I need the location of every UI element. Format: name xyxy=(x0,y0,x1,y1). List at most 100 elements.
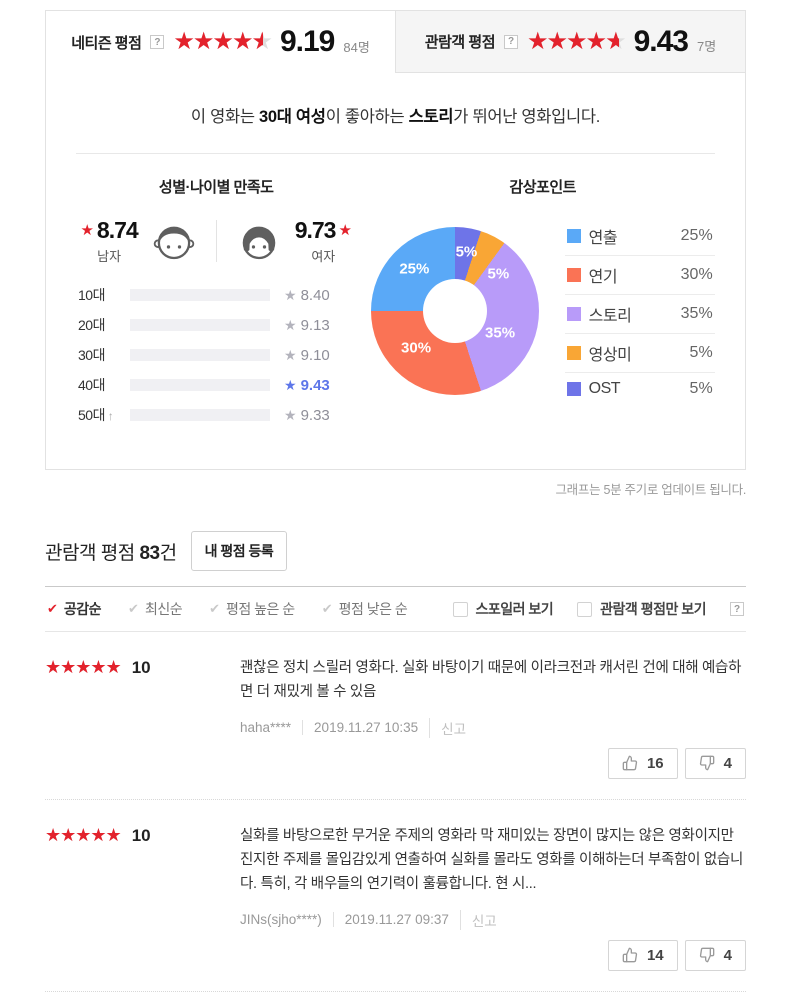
age-bar-row: 30대 ★ 9.10 xyxy=(78,345,366,365)
viewpoint-chart: 감상포인트 25% 30% 35% 5% 5% 연출 25% 연기 30% 스토리 35… xyxy=(366,176,719,435)
upvote-count: 16 xyxy=(646,754,664,772)
review-score: 10 xyxy=(131,658,151,677)
upvote-count: 14 xyxy=(646,946,664,964)
bar-track xyxy=(130,379,270,391)
thumbs-down-button[interactable]: 4 xyxy=(684,747,746,779)
downvote-count: 4 xyxy=(723,754,732,772)
female-score: 9.73 xyxy=(294,217,337,243)
pie-slice-label: 5% xyxy=(487,265,510,283)
review-filter-bar: ✔ 공감순 ✔ 최신순 ✔ 평점 높은 순 ✔ 평점 낮은 순 스포일러 보기 … xyxy=(45,586,746,632)
rating-summary-panel: 네티즌 평점 ? ★★★★★ ★★★★★ 9.19 84명 관람객 평점 ? ★★… xyxy=(45,10,746,470)
age-score: 9.10 xyxy=(300,346,330,364)
checkbox[interactable] xyxy=(452,601,468,617)
audience-vote-count: 7명 xyxy=(696,39,717,54)
thumbs-down-icon xyxy=(699,756,714,771)
check-icon: ✔ xyxy=(47,601,58,616)
age-bar-row: 50대 ↑ ★ 9.33 xyxy=(78,405,366,425)
rating-header-row: 네티즌 평점 ? ★★★★★ ★★★★★ 9.19 84명 관람객 평점 ? ★★… xyxy=(46,11,745,73)
age-label: 30대 xyxy=(78,347,105,363)
sort-option[interactable]: ✔ 최신순 xyxy=(128,599,183,619)
legend-value: 5% xyxy=(689,380,713,397)
age-score: 9.43 xyxy=(300,376,330,394)
pie-and-legend: 25% 30% 35% 5% 5% 연출 25% 연기 30% 스토리 35% 영상미 … xyxy=(366,217,719,405)
summary-text: 스토리 xyxy=(408,108,454,126)
pie-slice-label: 25% xyxy=(399,260,430,278)
donut-chart: 25% 30% 35% 5% 5% xyxy=(370,227,539,395)
pie-slice-label: 30% xyxy=(401,339,432,357)
age-bars: 10대 ★ 8.40 20대 ★ 9.13 30대 ★ 9.10 40대 ★ 9.43 … xyxy=(66,285,366,425)
review-date: 2019.11.27 10:35 xyxy=(302,720,418,736)
male-score-block: ★ 8.74 남자 xyxy=(80,217,138,265)
sort-option[interactable]: ✔ 평점 낮은 순 xyxy=(322,599,408,619)
legend-value: 30% xyxy=(680,266,713,283)
gender-age-chart: 성별·나이별 만족도 ★ 8.74 남자 xyxy=(66,176,366,435)
legend-label: 연출 xyxy=(588,230,618,247)
review-item: ★★★★★ ★★★★★ 10 괜찮은 정치 스릴러 영화다. 실화 바탕이기 때문… xyxy=(45,632,746,800)
legend-row: 영상미 5% xyxy=(564,334,715,373)
age-label: 40대 xyxy=(78,377,105,393)
legend-color-swatch xyxy=(566,268,581,282)
review-stars-icon: ★★★★★ ★★★★★ xyxy=(45,657,122,677)
thumbs-down-icon xyxy=(699,947,714,963)
bar-track xyxy=(130,289,270,301)
help-icon[interactable]: ? xyxy=(730,602,744,616)
review-text: 실화를 바탕으로한 무거운 주제의 영화라 막 재미있는 장면이 많지는 않은 … xyxy=(240,827,743,892)
legend-row: OST 5% xyxy=(565,373,715,405)
review-author[interactable]: haha**** xyxy=(240,720,292,736)
age-label: 10대 xyxy=(78,287,105,303)
check-icon: ✔ xyxy=(128,601,139,616)
summary-text: 이 영화는 xyxy=(190,108,259,126)
sort-option[interactable]: ✔ 공감순 xyxy=(47,599,102,619)
legend-value: 35% xyxy=(680,305,713,322)
review-stars-icon: ★★★★★ ★★★★★ xyxy=(45,824,122,845)
netizen-rating-box: 네티즌 평점 ? ★★★★★ ★★★★★ 9.19 84명 xyxy=(46,11,395,73)
legend-value: 25% xyxy=(680,227,713,244)
help-icon[interactable]: ? xyxy=(504,34,518,49)
girl-face-icon xyxy=(242,226,275,260)
viewpoint-title: 감상포인트 xyxy=(509,179,576,196)
star-icon: ★ xyxy=(284,407,297,423)
netizen-stars-icon: ★★★★★ ★★★★★ xyxy=(173,28,273,55)
filter-checkbox-item[interactable]: 관람객 평점만 보기 xyxy=(577,599,706,619)
legend-row: 스토리 35% xyxy=(564,295,715,334)
view-options: 스포일러 보기 관람객 평점만 보기 ? xyxy=(452,599,744,619)
gender-age-title: 성별·나이별 만족도 xyxy=(158,179,274,196)
reviews-count-suffix: 건 xyxy=(159,542,177,564)
filter-checkbox-item[interactable]: 스포일러 보기 xyxy=(452,599,554,619)
divider xyxy=(76,153,715,154)
age-bar-row: 20대 ★ 9.13 xyxy=(78,315,366,335)
sort-option-label: 평점 낮은 순 xyxy=(338,601,408,617)
report-link[interactable]: 신고 xyxy=(459,909,497,930)
help-icon[interactable]: ? xyxy=(150,35,165,49)
thumbs-up-button[interactable]: 14 xyxy=(607,939,678,971)
audience-rating-label: 관람객 평점 xyxy=(424,34,496,51)
reviews-title: 관람객 평점 83건 xyxy=(45,538,177,565)
gender-scores: ★ 8.74 남자 xyxy=(66,217,366,265)
filter-checkbox-label: 관람객 평점만 보기 xyxy=(600,601,706,617)
reviews-header: 관람객 평점 83건 내 평점 등록 xyxy=(45,531,746,571)
reviews-title-text: 관람객 평점 xyxy=(45,542,135,564)
age-label: 50대 ↑ xyxy=(78,407,114,423)
register-rating-button[interactable]: 내 평점 등록 xyxy=(190,531,288,571)
sort-option-label: 평점 높은 순 xyxy=(226,601,295,617)
legend-value: 5% xyxy=(689,344,713,361)
sort-option[interactable]: ✔ 평점 높은 순 xyxy=(209,599,295,619)
check-icon: ✔ xyxy=(321,601,333,616)
review-text: 괜찮은 정치 스릴러 영화다. 실화 바탕이기 때문에 이라크전과 캐서린 건에… xyxy=(240,660,742,700)
netizen-rating-label: 네티즌 평점 xyxy=(71,34,142,52)
review-author[interactable]: JINs(sjho****) xyxy=(240,912,322,928)
legend-color-swatch xyxy=(566,307,581,321)
checkbox[interactable] xyxy=(577,601,593,617)
star-icon: ★ xyxy=(80,222,94,239)
bar-track xyxy=(130,349,270,361)
age-score: 8.40 xyxy=(300,286,330,304)
legend-label: 스토리 xyxy=(588,308,632,325)
star-icon: ★ xyxy=(284,287,297,303)
thumbs-down-button[interactable]: 4 xyxy=(684,939,746,971)
filter-checkbox-label: 스포일러 보기 xyxy=(475,601,554,617)
reviews-count: 83 xyxy=(139,542,160,564)
age-score: 9.33 xyxy=(300,406,330,424)
thumbs-up-button[interactable]: 16 xyxy=(607,747,678,779)
report-link[interactable]: 신고 xyxy=(429,717,466,738)
